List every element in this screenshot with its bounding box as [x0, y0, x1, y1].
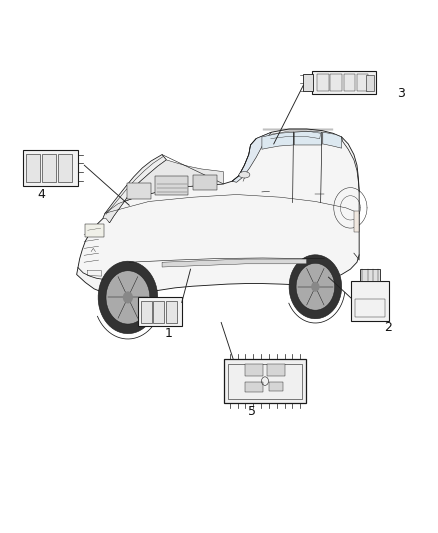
Bar — [360, 269, 380, 281]
Polygon shape — [262, 132, 293, 149]
Polygon shape — [289, 255, 342, 319]
Polygon shape — [162, 259, 307, 267]
Bar — [166, 301, 177, 323]
Ellipse shape — [239, 172, 250, 178]
Bar — [23, 150, 78, 186]
Text: 4: 4 — [38, 188, 46, 201]
Polygon shape — [296, 263, 335, 310]
Text: 5: 5 — [248, 405, 256, 418]
Bar — [85, 224, 104, 237]
Polygon shape — [77, 129, 359, 296]
Text: 3: 3 — [397, 87, 405, 100]
Text: 1: 1 — [165, 327, 173, 340]
Polygon shape — [106, 271, 150, 324]
Bar — [193, 175, 217, 190]
Bar — [354, 211, 359, 232]
Bar — [155, 176, 188, 195]
Text: 2: 2 — [384, 321, 392, 334]
Polygon shape — [294, 131, 322, 145]
Polygon shape — [98, 261, 158, 334]
Bar — [26, 154, 40, 182]
Bar — [351, 281, 389, 321]
Circle shape — [124, 292, 132, 303]
Bar — [269, 382, 283, 391]
Polygon shape — [323, 132, 342, 148]
Bar — [355, 299, 385, 317]
Bar — [58, 154, 72, 182]
Bar — [138, 297, 182, 326]
Polygon shape — [103, 160, 223, 223]
Bar — [366, 75, 374, 91]
Bar — [267, 364, 285, 376]
Polygon shape — [232, 132, 272, 182]
Circle shape — [312, 282, 319, 291]
Bar — [127, 183, 151, 199]
Bar — [228, 364, 302, 399]
Bar — [153, 301, 164, 323]
Bar — [42, 154, 57, 182]
Bar — [303, 74, 313, 91]
Bar — [357, 74, 368, 91]
Bar — [245, 364, 263, 376]
Bar — [317, 74, 329, 91]
Bar — [330, 74, 342, 91]
Bar — [245, 382, 263, 392]
Bar — [224, 359, 305, 403]
Bar — [141, 301, 152, 323]
Bar — [312, 71, 375, 94]
Polygon shape — [105, 155, 166, 223]
Bar — [343, 74, 355, 91]
